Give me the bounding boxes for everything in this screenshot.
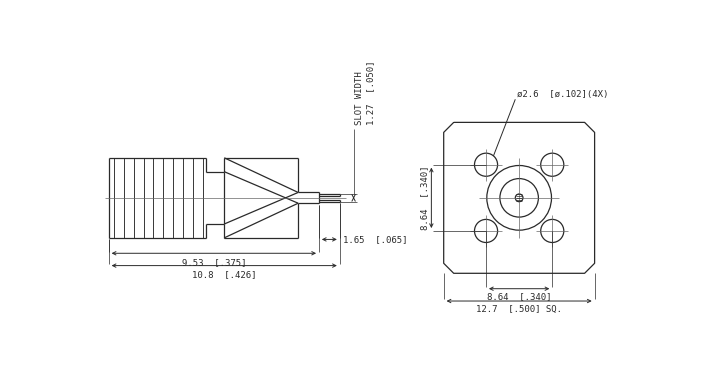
Text: SLOT WIDTH
1.27  [.050]: SLOT WIDTH 1.27 [.050] [355, 60, 375, 125]
Text: 12.7  [.500] SQ.: 12.7 [.500] SQ. [476, 305, 562, 314]
Text: 8.64  [.340]: 8.64 [.340] [487, 292, 552, 301]
Text: ø2.6  [ø.102](4X): ø2.6 [ø.102](4X) [517, 90, 608, 99]
Text: 8.64  [.340]: 8.64 [.340] [420, 166, 429, 230]
Text: 1.65  [.065]: 1.65 [.065] [343, 235, 408, 244]
Text: 9.53  [.375]: 9.53 [.375] [181, 258, 246, 267]
Text: 10.8  [.426]: 10.8 [.426] [192, 270, 256, 279]
